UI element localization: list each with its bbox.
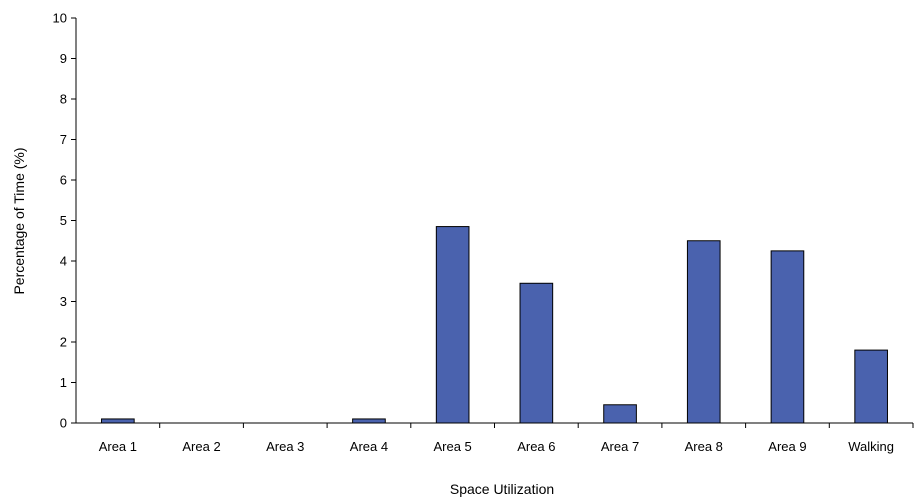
y-axis-title: Percentage of Time (%) bbox=[11, 147, 27, 294]
y-tick-label: 3 bbox=[60, 294, 67, 309]
bar-area-6 bbox=[519, 282, 554, 424]
bars bbox=[101, 226, 888, 424]
x-axis-ticks: Area 1 Area 2 Area 3 Area 4 Area 5 Area 6 Area… bbox=[99, 423, 914, 454]
bar-area-1 bbox=[101, 418, 135, 424]
x-tick-label: Area 2 bbox=[182, 439, 220, 454]
x-tick-label: Area 4 bbox=[350, 439, 388, 454]
x-tick-label: Area 3 bbox=[266, 439, 304, 454]
y-tick-label: 9 bbox=[60, 51, 67, 66]
bar-walking bbox=[854, 349, 888, 424]
y-tick-label: 5 bbox=[60, 213, 67, 228]
x-axis-title: Space Utilization bbox=[450, 481, 554, 497]
bar-area-4 bbox=[352, 418, 386, 424]
y-tick-label: 8 bbox=[60, 92, 67, 107]
bar-area-8 bbox=[686, 240, 721, 424]
bar-area-5 bbox=[435, 226, 470, 424]
y-tick-label: 0 bbox=[60, 416, 67, 431]
x-tick-label: Area 5 bbox=[433, 439, 471, 454]
y-tick-label: 4 bbox=[60, 254, 67, 269]
y-tick-label: 7 bbox=[60, 132, 67, 147]
x-tick-label: Area 9 bbox=[768, 439, 806, 454]
y-axis-ticks: 0 1 2 3 4 5 6 7 8 9 10 bbox=[53, 11, 76, 431]
y-tick-label: 10 bbox=[53, 11, 67, 26]
x-tick-label: Area 7 bbox=[601, 439, 639, 454]
y-tick-label: 6 bbox=[60, 173, 67, 188]
x-tick-label: Walking bbox=[848, 439, 894, 454]
bar-area-7 bbox=[603, 404, 637, 424]
x-tick-label: Area 6 bbox=[517, 439, 555, 454]
x-tick-label: Area 8 bbox=[685, 439, 723, 454]
y-tick-label: 1 bbox=[60, 375, 67, 390]
y-tick-label: 2 bbox=[60, 335, 67, 350]
x-tick-label: Area 1 bbox=[99, 439, 137, 454]
bar-area-9 bbox=[770, 250, 805, 424]
